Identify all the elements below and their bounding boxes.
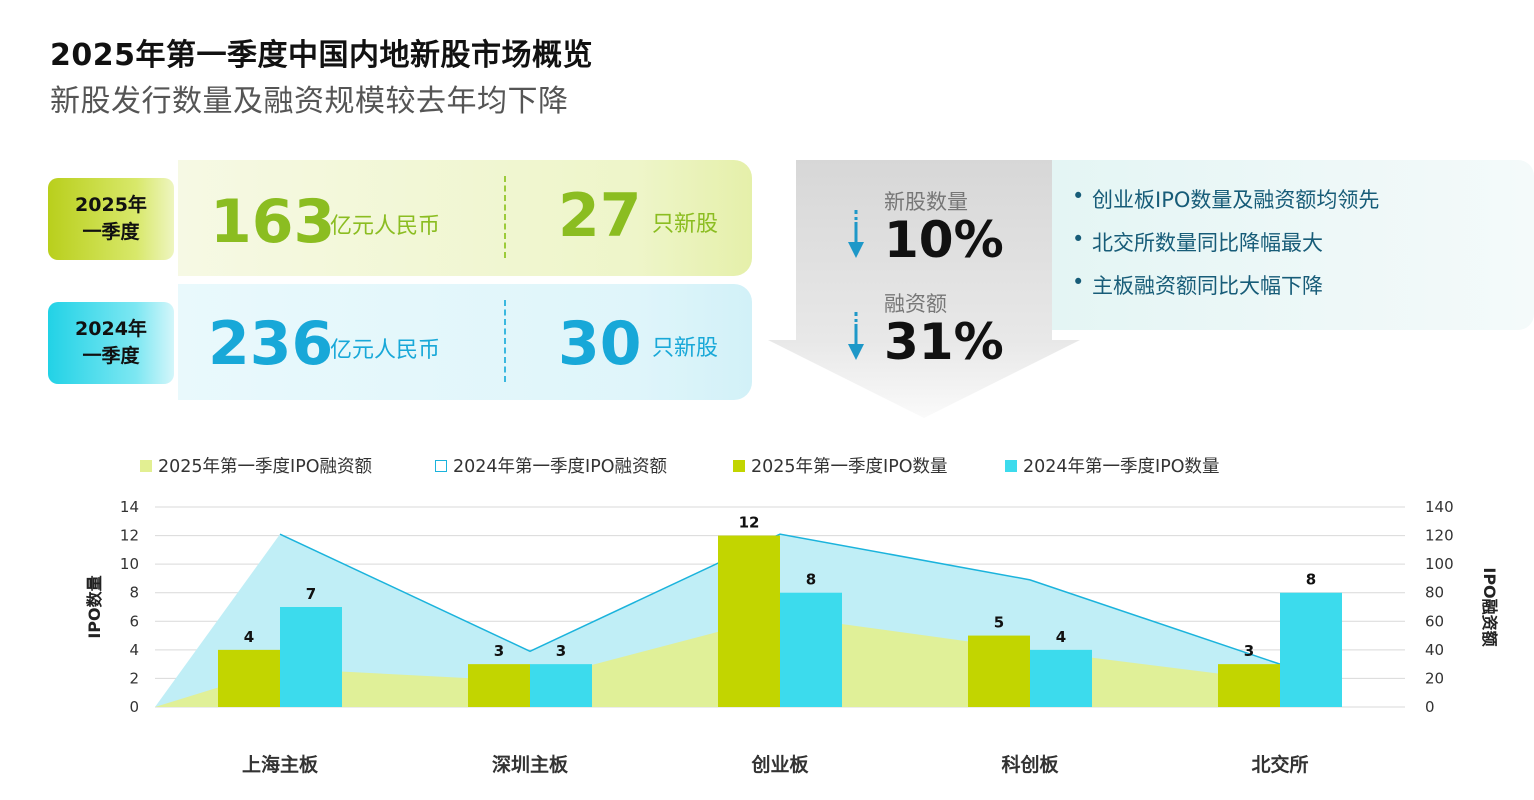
page-subtitle: 新股发行数量及融资规模较去年均下降 <box>50 84 569 119</box>
bar-2024-count <box>1030 649 1092 707</box>
funds-value-2024: 236 <box>208 309 334 379</box>
stat-panel-2025: 163 亿元人民币 27 只新股 <box>178 160 752 276</box>
y2-tick-label: 60 <box>1425 612 1444 630</box>
x-category-label: 科创板 <box>1001 753 1059 776</box>
bar-value-label: 7 <box>306 585 316 603</box>
funds-unit-2025: 亿元人民币 <box>330 214 441 239</box>
legend-swatch <box>733 460 745 472</box>
bar-2024-count <box>780 592 842 707</box>
bar-value-label: 8 <box>806 571 816 589</box>
y-tick-label: 2 <box>129 669 139 687</box>
highlight-item: 北交所数量同比降幅最大 <box>1072 227 1323 257</box>
legend-label: 2024年第一季度IPO数量 <box>1023 457 1220 477</box>
bar-value-label: 8 <box>1306 571 1316 589</box>
x-category-label: 深圳主板 <box>492 753 569 776</box>
highlight-item: 主板融资额同比大幅下降 <box>1072 270 1323 300</box>
y-axis-title: IPO数量 <box>85 575 104 638</box>
legend-swatch <box>435 460 447 472</box>
stat-divider-2025 <box>504 176 506 258</box>
count-unit-2024: 只新股 <box>652 336 719 361</box>
bar-2025-count <box>1218 664 1280 707</box>
highlights-panel: 创业板IPO数量及融资额均领先 北交所数量同比降幅最大 主板融资额同比大幅下降 <box>1052 160 1534 330</box>
y-tick-label: 6 <box>129 612 139 630</box>
bar-2025-count <box>968 635 1030 707</box>
bar-value-label: 12 <box>739 514 760 532</box>
count-value-2025: 27 <box>558 181 642 251</box>
y2-tick-label: 20 <box>1425 669 1444 687</box>
y-tick-label: 10 <box>120 555 139 573</box>
highlight-item: 创业板IPO数量及融资额均领先 <box>1072 184 1379 214</box>
y-tick-label: 12 <box>120 527 139 545</box>
area-line-2024-funds <box>279 533 1281 665</box>
count-change-value: 10% <box>884 211 1004 269</box>
bar-value-label: 5 <box>994 614 1004 632</box>
y2-tick-label: 140 <box>1425 498 1454 516</box>
y2-tick-label: 80 <box>1425 584 1444 602</box>
legend-swatch <box>1005 460 1017 472</box>
bar-value-label: 3 <box>556 642 566 660</box>
count-change-label: 新股数量 <box>884 190 968 214</box>
y-tick-label: 0 <box>129 698 139 716</box>
year-badge-2024: 2024年 一季度 <box>48 302 174 384</box>
bar-2024-count <box>280 607 342 707</box>
down-arrow-shape <box>768 160 1080 418</box>
y2-axis-title: IPO融资额 <box>1480 567 1499 646</box>
bar-2025-count <box>218 649 280 707</box>
y2-tick-label: 40 <box>1425 641 1444 659</box>
count-unit-2025: 只新股 <box>652 212 719 237</box>
y2-tick-label: 120 <box>1425 527 1454 545</box>
arrow-down-icon <box>848 312 864 360</box>
change-arrow-panel: 新股数量 10% 融资额 31% <box>768 160 1080 418</box>
funds-value-2025: 163 <box>210 187 336 257</box>
bar-value-label: 3 <box>494 642 504 660</box>
year-badge-2024-year: 2024年 <box>75 318 147 340</box>
year-badge-2025: 2025年 一季度 <box>48 178 174 260</box>
funds-change-value: 31% <box>884 313 1004 371</box>
bar-2025-count <box>718 535 780 707</box>
stat-divider-2024 <box>504 300 506 382</box>
x-category-label: 上海主板 <box>242 753 319 776</box>
bar-value-label: 4 <box>1056 628 1066 646</box>
bar-value-label: 4 <box>244 628 254 646</box>
stat-panel-2024: 236 亿元人民币 30 只新股 <box>178 284 752 400</box>
page-title: 2025年第一季度中国内地新股市场概览 <box>50 38 593 73</box>
legend-label: 2025年第一季度IPO融资额 <box>158 457 373 477</box>
y2-tick-label: 100 <box>1425 555 1454 573</box>
year-badge-2025-year: 2025年 <box>75 194 147 216</box>
y-tick-label: 8 <box>129 584 139 602</box>
count-value-2024: 30 <box>558 309 642 379</box>
legend-swatch <box>140 460 152 472</box>
funds-change-label: 融资额 <box>884 292 947 316</box>
year-badge-2025-quarter: 一季度 <box>82 221 140 243</box>
arrow-down-icon <box>848 210 864 258</box>
year-badge-2024-quarter: 一季度 <box>82 345 140 367</box>
bar-2024-count <box>530 664 592 707</box>
x-category-label: 创业板 <box>750 753 809 776</box>
legend-label: 2024年第一季度IPO融资额 <box>453 457 668 477</box>
y-tick-label: 14 <box>120 498 139 516</box>
funds-unit-2024: 亿元人民币 <box>330 338 441 363</box>
y2-tick-label: 0 <box>1425 698 1435 716</box>
ipo-combo-chart: 0246810121402040608010012014043125373848… <box>85 498 1499 776</box>
y-tick-label: 4 <box>129 641 139 659</box>
legend-label: 2025年第一季度IPO数量 <box>751 457 948 477</box>
x-category-label: 北交所 <box>1251 753 1308 776</box>
bar-2024-count <box>1280 592 1342 707</box>
bar-2025-count <box>468 664 530 707</box>
bar-value-label: 3 <box>1244 642 1254 660</box>
